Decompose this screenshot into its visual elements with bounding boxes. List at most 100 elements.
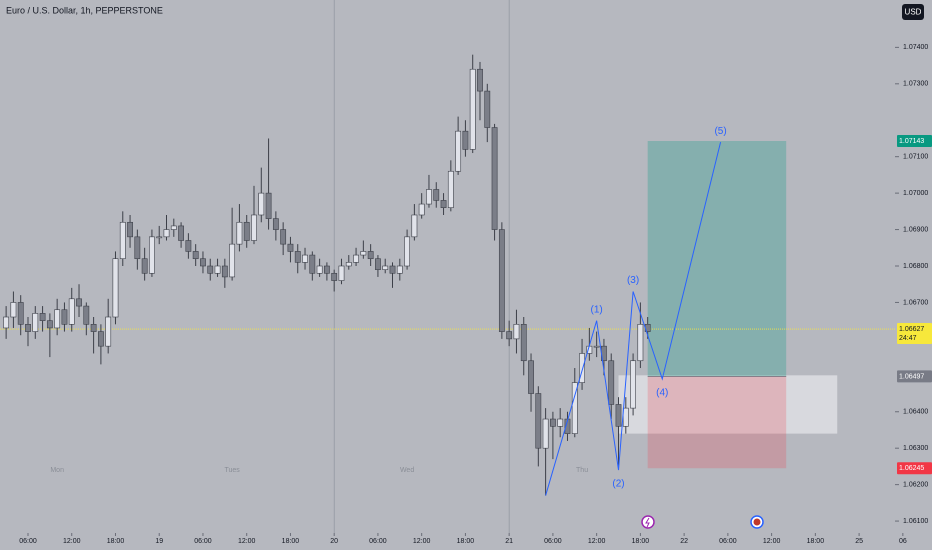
candle-down: [243, 221, 250, 241]
candle-down: [287, 243, 294, 252]
y-tick-label: 1.06100: [903, 518, 928, 525]
day-label: Thu: [576, 467, 588, 474]
candle-up: [360, 251, 367, 256]
candle-down: [76, 298, 82, 307]
candle-down: [550, 418, 556, 427]
candle-up: [68, 298, 75, 325]
countdown: 24:47: [899, 335, 917, 342]
candle-down: [280, 229, 287, 245]
candle-up: [229, 243, 236, 278]
currency-label[interactable]: USD: [905, 8, 922, 17]
candle-up: [382, 265, 389, 270]
candle-down: [97, 331, 104, 347]
target-badge-label: 1.07143: [899, 138, 924, 145]
x-tick-label: 12:00: [63, 538, 81, 545]
candle-down: [520, 324, 527, 362]
candle-down: [433, 189, 440, 201]
y-tick-label: 1.06300: [903, 445, 928, 452]
candle-up: [411, 214, 418, 238]
x-tick-label: 19: [155, 538, 163, 545]
candle-up: [105, 316, 112, 347]
candle-down: [462, 130, 469, 150]
candle-up: [54, 309, 61, 329]
candle-down: [506, 331, 513, 340]
stop-badge: [897, 462, 932, 475]
candle-down: [615, 404, 622, 427]
x-tick-label: 06:00: [544, 538, 562, 545]
candle-up: [455, 130, 462, 172]
x-tick-label: 25: [855, 538, 863, 545]
y-tick-label: 1.07100: [903, 154, 928, 161]
x-tick-label: 06:00: [369, 538, 387, 545]
candle-down: [207, 265, 214, 274]
zone: [618, 375, 838, 434]
wave-label: (4): [656, 388, 668, 399]
axes: 1.07400 1.07300 1.07100 1.07000 1.06900 1.068…: [19, 44, 932, 545]
candle-down: [367, 251, 374, 260]
last-price-badge-label: 1.06627: [899, 326, 924, 333]
candle-up: [214, 265, 221, 274]
candle-down: [389, 265, 396, 274]
candle-down: [294, 251, 301, 263]
candle-up: [119, 221, 126, 260]
candle-up: [32, 313, 39, 332]
y-tick-label: 1.06900: [903, 226, 928, 233]
candle-up: [345, 262, 352, 267]
candle-down: [498, 229, 505, 332]
candle-down: [535, 393, 542, 449]
x-tick-label: 21: [505, 538, 513, 545]
y-tick-label: 1.06200: [903, 481, 928, 488]
candle-down: [46, 320, 53, 329]
wave-label: (2): [612, 479, 624, 490]
candle-up: [542, 418, 549, 449]
candle-up: [149, 236, 155, 274]
stop-zone: [647, 376, 787, 469]
wave-label: (1): [591, 304, 603, 315]
candle-up: [426, 189, 432, 205]
x-tick-label: 06:00: [194, 538, 212, 545]
event-icon[interactable]: [641, 515, 655, 529]
candle-down: [528, 360, 534, 394]
x-tick-label: 12:00: [238, 538, 256, 545]
candle-up: [557, 418, 564, 427]
plot-area: Mon Tues Wed Thu (1) (2) (3) (4) (5): [0, 0, 895, 533]
x-tick-label: 12:00: [763, 538, 781, 545]
candle-up: [571, 382, 578, 434]
candle-down: [61, 309, 68, 325]
wave-label: (5): [714, 126, 726, 137]
candle-down: [440, 200, 447, 208]
candle-down: [39, 313, 46, 321]
price-axis: [895, 0, 932, 550]
candle-down: [323, 265, 330, 274]
flag-icon-glyph: [753, 518, 761, 526]
target-badge: [897, 135, 932, 148]
candle-down: [90, 324, 97, 332]
target-zone: [647, 141, 787, 377]
candle-up: [447, 170, 454, 208]
x-tick-label: 12:00: [588, 538, 606, 545]
x-tick-label: 18:00: [282, 538, 300, 545]
candle-down: [331, 272, 338, 281]
day-label: Mon: [50, 467, 64, 474]
candle-up: [396, 265, 403, 274]
candle-up: [163, 229, 170, 238]
candle-down: [83, 305, 90, 325]
stop-badge-label: 1.06245: [899, 465, 924, 472]
candle-up: [170, 225, 177, 230]
wave-line: [545, 141, 722, 496]
candle-down: [309, 254, 316, 274]
x-tick-label: 06:00: [719, 538, 737, 545]
y-tick-label: 1.06400: [903, 409, 928, 416]
x-tick-label: 20: [330, 538, 338, 545]
x-tick-label: 06: [899, 538, 907, 545]
candle-down: [17, 302, 24, 325]
candle-down: [25, 324, 31, 332]
candle-up: [10, 302, 17, 318]
x-tick-label: 12:00: [413, 538, 431, 545]
candle-up: [258, 192, 265, 216]
x-tick-label: 22: [680, 538, 688, 545]
day-label: Tues: [224, 467, 240, 474]
candle-down: [134, 236, 141, 260]
currency-button[interactable]: [902, 4, 924, 20]
y-tick-label: 1.06700: [903, 299, 928, 306]
